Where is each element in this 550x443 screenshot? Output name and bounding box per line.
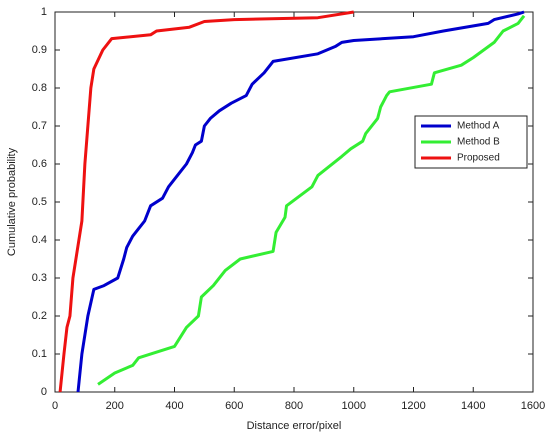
y-tick-label: 0.1 [32,348,47,360]
legend-label: Method A [457,121,500,132]
series-line [97,14,526,386]
x-tick-label: 200 [106,400,124,412]
x-tick-label: 600 [225,400,243,412]
x-tick-label: 400 [165,400,183,412]
y-axis-label: Cumulative probability [6,147,18,256]
x-tick-label: 1200 [401,400,425,412]
y-tick-label: 0.2 [32,310,47,322]
y-tick-label: 0.7 [32,120,47,132]
x-axis-label: Distance error/pixel [247,420,342,432]
series-line [76,10,525,393]
y-tick-label: 0.8 [32,82,47,94]
legend-label: Proposed [457,153,500,164]
x-tick-label: 1600 [521,400,545,412]
series-line [58,10,354,393]
x-tick-label: 1000 [342,400,366,412]
y-tick-label: 0.4 [32,234,47,246]
y-tick-label: 1 [41,6,47,18]
y-tick-label: 0.5 [32,196,47,208]
y-tick-label: 0.3 [32,272,47,284]
y-tick-label: 0.9 [32,44,47,56]
x-tick-label: 0 [52,400,58,412]
y-tick-label: 0 [41,386,47,398]
x-tick-label: 1400 [461,400,485,412]
legend-label: Method B [457,137,500,148]
x-tick-label: 800 [285,400,303,412]
y-tick-label: 0.6 [32,158,47,170]
